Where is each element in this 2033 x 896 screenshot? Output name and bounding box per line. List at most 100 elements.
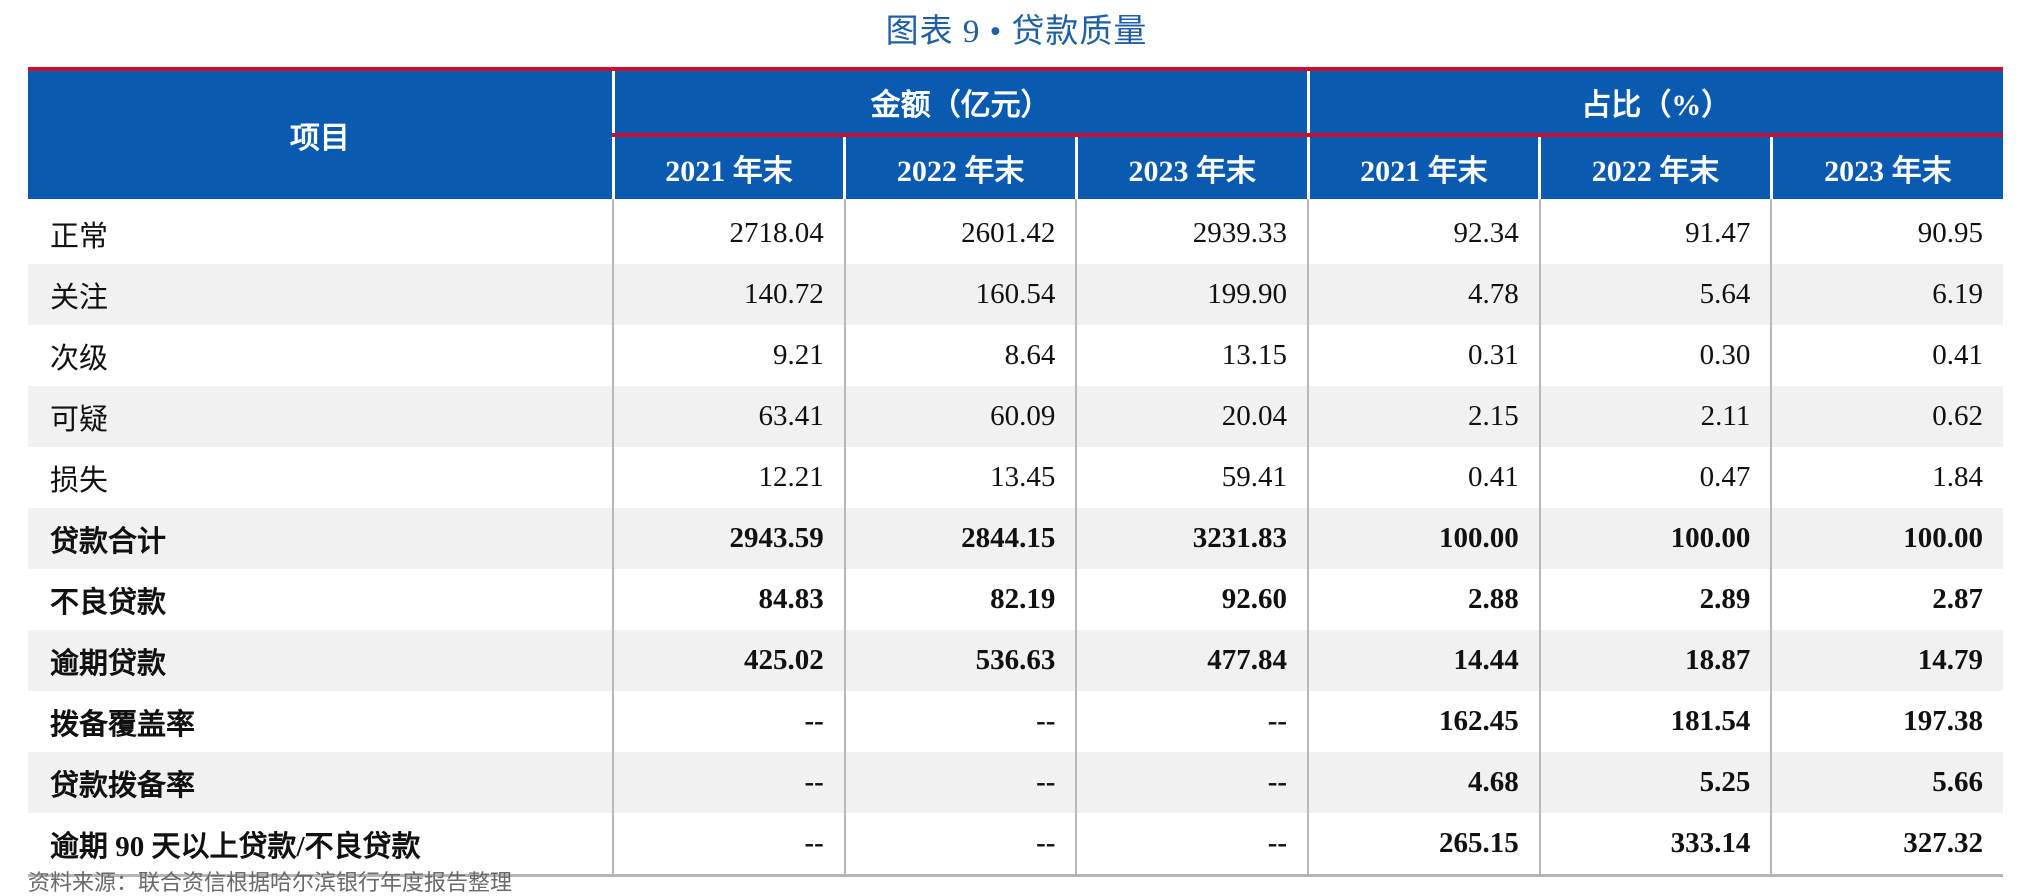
row-value: 13.45 xyxy=(843,447,1077,508)
row-value: 2.15 xyxy=(1307,386,1540,447)
header-item: 项目 xyxy=(28,71,614,199)
row-value: 0.41 xyxy=(1307,447,1540,508)
loan-quality-table: 项目 金额（亿元） 占比（%） 2021 年末 2022 年末 2023 年末 … xyxy=(28,71,2003,874)
row-value: 91.47 xyxy=(1538,199,1772,264)
row-value: 100.00 xyxy=(1538,508,1772,569)
row-value: -- xyxy=(1075,813,1309,874)
row-value: 5.64 xyxy=(1538,264,1772,325)
row-value: 0.47 xyxy=(1538,447,1772,508)
table-row: 贷款合计 2943.59 2844.15 3231.83 100.00 100.00 100… xyxy=(28,508,2003,569)
row-label: 不良贷款 xyxy=(28,569,614,630)
row-value: 2844.15 xyxy=(843,508,1077,569)
table-row: 拨备覆盖率 -- -- -- 162.45 181.54 197.38 xyxy=(28,691,2003,752)
row-value: 20.04 xyxy=(1075,386,1309,447)
row-label: 损失 xyxy=(28,447,614,508)
row-value: 181.54 xyxy=(1538,691,1772,752)
row-value: 2.87 xyxy=(1770,569,2003,630)
row-value: -- xyxy=(843,752,1077,813)
row-value: 60.09 xyxy=(843,386,1077,447)
row-value: 333.14 xyxy=(1538,813,1772,874)
row-label: 可疑 xyxy=(28,386,614,447)
row-value: -- xyxy=(1075,752,1309,813)
row-value: 13.15 xyxy=(1075,325,1309,386)
header-year: 2021 年末 xyxy=(611,135,845,199)
row-value: 5.66 xyxy=(1770,752,2003,813)
row-label: 贷款合计 xyxy=(28,508,614,569)
row-label: 正常 xyxy=(28,199,614,264)
row-value: 160.54 xyxy=(843,264,1077,325)
row-value: 162.45 xyxy=(1307,691,1540,752)
top-red-rule xyxy=(28,67,2003,71)
table-row: 不良贷款 84.83 82.19 92.60 2.88 2.89 2.87 xyxy=(28,569,2003,630)
row-value: 8.64 xyxy=(843,325,1077,386)
row-value: 425.02 xyxy=(612,630,845,691)
row-value: 536.63 xyxy=(843,630,1077,691)
row-value: 5.25 xyxy=(1538,752,1772,813)
row-label: 次级 xyxy=(28,325,614,386)
row-value: -- xyxy=(612,752,845,813)
table-row: 贷款拨备率 -- -- -- 4.68 5.25 5.66 xyxy=(28,752,2003,813)
table-row: 次级 9.21 8.64 13.15 0.31 0.30 0.41 xyxy=(28,325,2003,386)
row-value: 90.95 xyxy=(1770,199,2003,264)
row-value: 0.41 xyxy=(1770,325,2003,386)
table-row: 损失 12.21 13.45 59.41 0.41 0.47 1.84 xyxy=(28,447,2003,508)
table-row: 可疑 63.41 60.09 20.04 2.15 2.11 0.62 xyxy=(28,386,2003,447)
row-value: 4.68 xyxy=(1307,752,1540,813)
row-value: 197.38 xyxy=(1770,691,2003,752)
row-value: 14.79 xyxy=(1770,630,2003,691)
row-value: 100.00 xyxy=(1770,508,2003,569)
table-row: 逾期贷款 425.02 536.63 477.84 14.44 18.87 14.79 xyxy=(28,630,2003,691)
row-value: 2601.42 xyxy=(843,199,1077,264)
header-year: 2022 年末 xyxy=(1538,135,1772,199)
row-value: 2.11 xyxy=(1538,386,1772,447)
row-value: 327.32 xyxy=(1770,813,2003,874)
row-value: 1.84 xyxy=(1770,447,2003,508)
row-value: 2943.59 xyxy=(612,508,845,569)
row-value: 2.88 xyxy=(1307,569,1540,630)
header-year: 2021 年末 xyxy=(1306,135,1540,199)
row-value: 2939.33 xyxy=(1075,199,1309,264)
row-value: 0.31 xyxy=(1307,325,1540,386)
row-value: 0.62 xyxy=(1770,386,2003,447)
row-label: 逾期 90 天以上贷款/不良贷款 xyxy=(28,813,614,874)
row-value: 199.90 xyxy=(1075,264,1309,325)
row-label: 拨备覆盖率 xyxy=(28,691,614,752)
row-value: 2.89 xyxy=(1538,569,1772,630)
row-value: 2718.04 xyxy=(612,199,845,264)
table-body: 正常 2718.04 2601.42 2939.33 92.34 91.47 90.95 关注… xyxy=(28,199,2003,874)
loan-quality-table-container: 项目 金额（亿元） 占比（%） 2021 年末 2022 年末 2023 年末 … xyxy=(28,67,2003,877)
row-value: -- xyxy=(612,813,845,874)
row-value: 92.34 xyxy=(1307,199,1540,264)
row-label: 贷款拨备率 xyxy=(28,752,614,813)
row-value: 0.30 xyxy=(1538,325,1772,386)
table-caption: 图表 9 • 贷款质量 xyxy=(885,14,1148,50)
row-value: 6.19 xyxy=(1770,264,2003,325)
row-value: 265.15 xyxy=(1307,813,1540,874)
bottom-rule xyxy=(28,874,2003,877)
table-row: 关注 140.72 160.54 199.90 4.78 5.64 6.19 xyxy=(28,264,2003,325)
table-header: 项目 金额（亿元） 占比（%） 2021 年末 2022 年末 2023 年末 … xyxy=(28,71,2003,199)
row-value: -- xyxy=(843,691,1077,752)
row-value: -- xyxy=(843,813,1077,874)
row-value: 4.78 xyxy=(1307,264,1540,325)
header-year: 2023 年末 xyxy=(1074,135,1309,199)
header-year: 2023 年末 xyxy=(1769,135,2003,199)
row-label: 关注 xyxy=(28,264,614,325)
row-value: 140.72 xyxy=(612,264,845,325)
row-value: -- xyxy=(612,691,845,752)
row-value: -- xyxy=(1075,691,1309,752)
row-value: 82.19 xyxy=(843,569,1077,630)
row-value: 12.21 xyxy=(612,447,845,508)
header-group-share: 占比（%） xyxy=(1306,71,2003,137)
header-group-amount: 金额（亿元） xyxy=(611,71,1309,137)
row-value: 14.44 xyxy=(1307,630,1540,691)
row-value: 3231.83 xyxy=(1075,508,1309,569)
row-value: 477.84 xyxy=(1075,630,1309,691)
header-year: 2022 年末 xyxy=(843,135,1077,199)
table-row: 正常 2718.04 2601.42 2939.33 92.34 91.47 90.95 xyxy=(28,199,2003,264)
source-note: 资料来源：联合资信根据哈尔滨银行年度报告整理 xyxy=(28,870,513,895)
row-value: 9.21 xyxy=(612,325,845,386)
row-value: 92.60 xyxy=(1075,569,1309,630)
row-value: 100.00 xyxy=(1307,508,1540,569)
row-value: 18.87 xyxy=(1538,630,1772,691)
